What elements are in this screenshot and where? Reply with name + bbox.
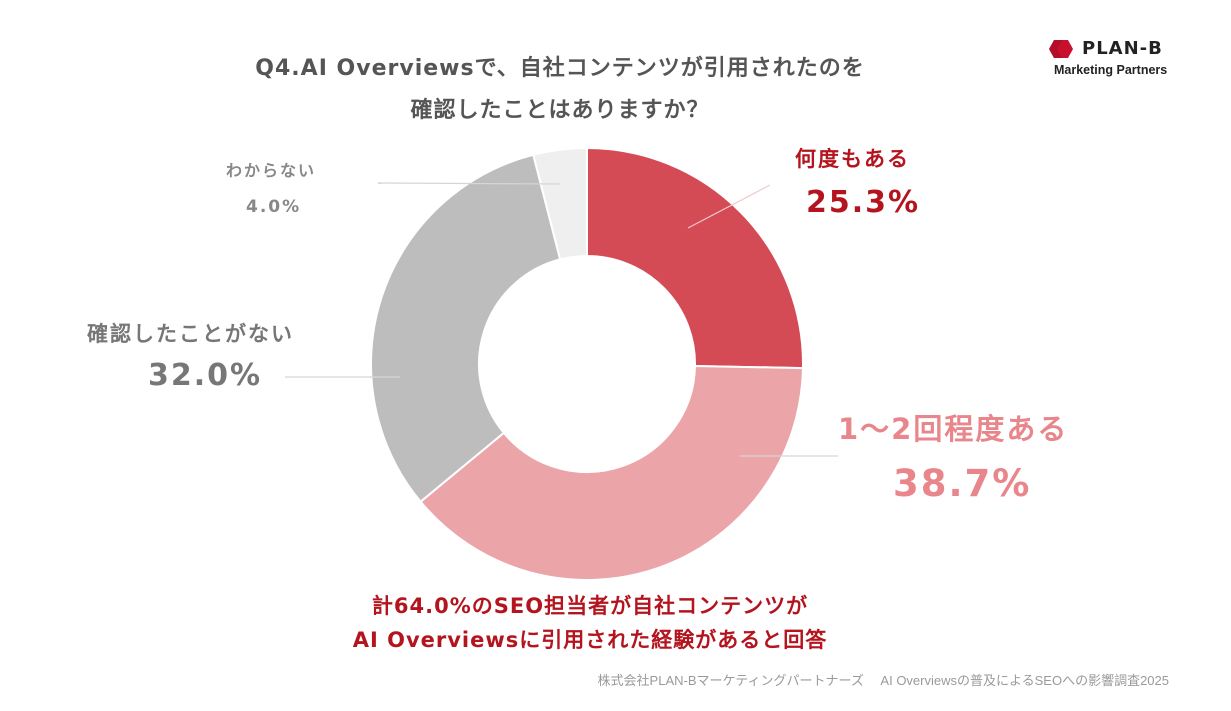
slice-label-value-0: 25.3% <box>806 185 921 220</box>
leader-line-0 <box>687 184 771 229</box>
logo-name: PLAN-B <box>1082 38 1163 59</box>
donut-slice-2 <box>370 153 562 504</box>
donut-slice-3 <box>532 146 588 261</box>
logo-tagline: Marketing Partners <box>1054 63 1168 77</box>
donut-slice-1 <box>419 365 804 581</box>
slice-label-category-2: 確認したことがない <box>87 322 294 346</box>
chart-title-line-1: Q4.AI Overviewsで、自社コンテンツが引用されたのを <box>255 56 865 81</box>
leader-line-3 <box>377 182 561 185</box>
slice-label-category-3: わからない <box>226 161 317 180</box>
slice-label-category-0: 何度もある <box>795 147 910 171</box>
slice-label-value-2: 32.0% <box>148 358 263 393</box>
chart-title-line-2: 確認したことはありますか？ <box>410 98 710 123</box>
summary-line-2: AI Overviewsに引用された経験があると回答 <box>352 628 828 652</box>
summary-line-1: 計64.0%のSEO担当者が自社コンテンツが <box>371 594 809 618</box>
slice-label-category-1: 1～2回程度ある <box>838 412 1069 446</box>
source-footer: 株式会社PLAN-Bマーケティングパートナーズ AI Overviewsの普及に… <box>597 673 1169 688</box>
plan-b-hexagon-icon <box>1049 39 1073 58</box>
slice-label-value-3: 4.0% <box>246 197 302 217</box>
plan-b-logo: PLAN-B Marketing Partners <box>1048 38 1178 77</box>
donut-slice-0 <box>586 146 804 370</box>
slice-label-value-1: 38.7% <box>893 462 1032 505</box>
